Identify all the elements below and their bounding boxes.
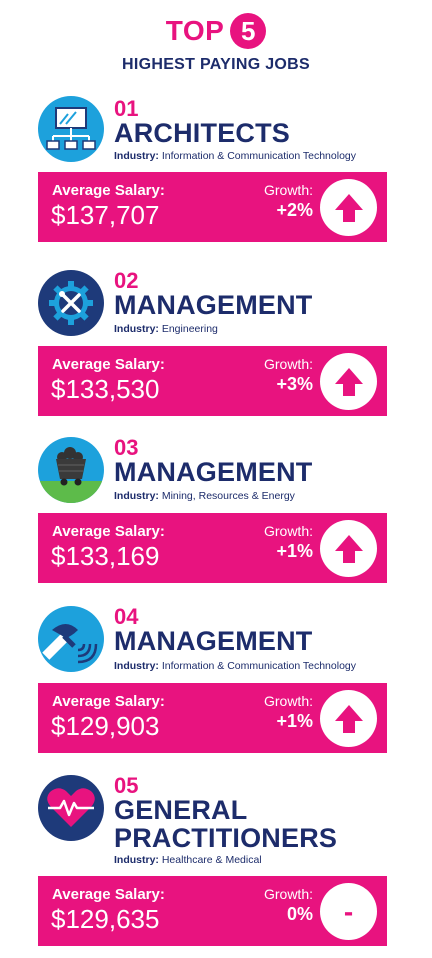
job-rank: 03 xyxy=(114,435,139,460)
header: TOP 5 HIGHEST PAYING JOBS xyxy=(0,12,432,74)
job-title: MANAGEMENT xyxy=(114,457,313,487)
job-industry: Industry: Healthcare & Medical xyxy=(114,854,262,866)
growth-label: Growth: xyxy=(263,693,313,709)
industry-value: Information & Communication Technology xyxy=(161,150,357,162)
header-title: TOP 5 xyxy=(0,12,432,50)
industry-label: Industry: xyxy=(114,490,159,502)
gear-tools-icon xyxy=(38,270,104,336)
arrow-up-icon xyxy=(320,353,377,410)
industry-value: Mining, Resources & Energy xyxy=(161,490,295,502)
job-rank: 02 xyxy=(114,268,139,293)
job-rank: 01 xyxy=(114,96,139,121)
growth-value: +3% xyxy=(276,374,313,394)
mine-cart-icon xyxy=(38,437,104,503)
salary-label: Average Salary: xyxy=(52,356,165,373)
growth-value: +2% xyxy=(276,200,313,220)
industry-value: Information & Communication Technology xyxy=(161,660,357,672)
salary-value: $129,903 xyxy=(51,711,160,741)
job-title: ARCHITECTS xyxy=(114,118,290,148)
satellite-icon xyxy=(38,606,104,672)
job-title: GENERAL xyxy=(114,795,248,825)
industry-label: Industry: xyxy=(114,150,159,162)
heart-pulse-icon xyxy=(38,775,104,841)
job-rank: 04 xyxy=(114,604,139,629)
salary-label: Average Salary: xyxy=(52,693,165,710)
header-subtitle: HIGHEST PAYING JOBS xyxy=(122,56,310,73)
job-industry: Industry: Information & Communication Te… xyxy=(114,660,356,672)
job-industry: Industry: Information & Communication Te… xyxy=(114,150,356,162)
arrow-up-icon xyxy=(320,179,377,236)
salary-box: Average Salary: $129,635 Growth: 0% - xyxy=(38,876,387,946)
flat-dash-icon: - xyxy=(320,883,377,940)
job-rank: 05 xyxy=(114,773,139,798)
industry-label: Industry: xyxy=(114,660,159,672)
industry-label: Industry: xyxy=(114,854,159,866)
job-title: MANAGEMENT xyxy=(114,290,313,320)
job-title: MANAGEMENT xyxy=(114,626,313,656)
growth-label: Growth: xyxy=(263,523,313,539)
salary-value: $137,707 xyxy=(51,200,160,230)
salary-box: Average Salary: $133,169 Growth: +1% xyxy=(38,513,387,583)
industry-value: Healthcare & Medical xyxy=(161,854,262,866)
growth-label: Growth: xyxy=(263,886,313,902)
network-monitor-icon xyxy=(38,96,104,162)
salary-label: Average Salary: xyxy=(52,886,165,903)
top-word: TOP xyxy=(165,15,225,46)
arrow-up-icon xyxy=(320,520,377,577)
job-industry: Industry: Mining, Resources & Energy xyxy=(114,490,295,502)
salary-value: $133,530 xyxy=(51,374,160,404)
growth-label: Growth: xyxy=(263,182,313,198)
arrow-up-icon xyxy=(320,690,377,747)
growth-value: 0% xyxy=(286,904,313,924)
salary-label: Average Salary: xyxy=(52,523,165,540)
job-title-line2: PRACTITIONERS xyxy=(114,823,338,853)
job-industry: Industry: Engineering xyxy=(114,323,218,335)
salary-box: Average Salary: $129,903 Growth: +1% xyxy=(38,683,387,753)
growth-symbol: - xyxy=(343,895,354,927)
salary-value: $129,635 xyxy=(51,904,160,934)
salary-value: $133,169 xyxy=(51,541,160,571)
industry-value: Engineering xyxy=(161,323,218,335)
growth-value: +1% xyxy=(276,541,313,561)
salary-box: Average Salary: $133,530 Growth: +3% xyxy=(38,346,387,416)
salary-box: Average Salary: $137,707 Growth: +2% xyxy=(38,172,387,242)
top-number-badge: 5 xyxy=(230,13,267,49)
growth-label: Growth: xyxy=(263,356,313,372)
salary-label: Average Salary: xyxy=(52,182,165,199)
industry-label: Industry: xyxy=(114,323,159,335)
growth-value: +1% xyxy=(276,711,313,731)
